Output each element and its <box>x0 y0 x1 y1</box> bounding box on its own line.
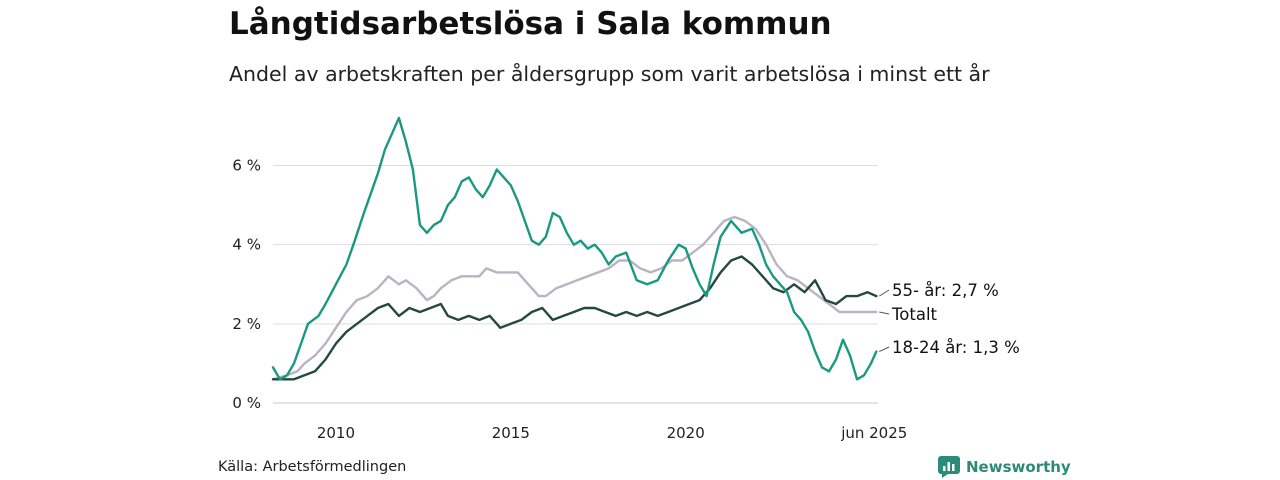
chart-title: Långtidsarbetslösa i Sala kommun <box>229 6 832 42</box>
label-leader-line <box>879 311 890 315</box>
gridlines <box>273 165 878 404</box>
y-tick-label: 6 % <box>232 157 261 175</box>
brand-logo: Newsworthy <box>938 455 1071 479</box>
series-lines <box>271 116 878 381</box>
series-end-label: 18-24 år: 1,3 % <box>892 338 1020 357</box>
series-line <box>271 116 878 381</box>
x-tick-label: 2010 <box>317 424 355 442</box>
label-leader-line <box>879 346 890 352</box>
x-tick-label: jun 2025 <box>840 424 907 442</box>
y-tick-label: 4 % <box>232 236 261 254</box>
bar-chart-icon <box>938 456 960 478</box>
x-tick-label: 2020 <box>667 424 705 442</box>
source-note: Källa: Arbetsförmedlingen <box>218 459 407 475</box>
label-leader-line <box>878 289 890 297</box>
series-end-labels: Totalt 55- år: 2,7 % 18-24 år: 1,3 % <box>878 281 1020 357</box>
x-tick-label: 2015 <box>492 424 530 442</box>
y-axis-ticks: 0 % 2 % 4 % 6 % <box>232 157 261 413</box>
y-tick-label: 0 % <box>232 394 261 412</box>
series-line <box>271 255 878 381</box>
brand-name: Newsworthy <box>966 458 1071 476</box>
series-end-label: Totalt <box>891 305 938 324</box>
x-axis-ticks: 2010 2015 2020 jun 2025 <box>317 424 907 442</box>
chart-subtitle: Andel av arbetskraften per åldersgrupp s… <box>229 62 990 86</box>
y-tick-label: 2 % <box>232 315 261 333</box>
series-line <box>271 215 878 381</box>
series-end-label: 55- år: 2,7 % <box>892 281 999 300</box>
